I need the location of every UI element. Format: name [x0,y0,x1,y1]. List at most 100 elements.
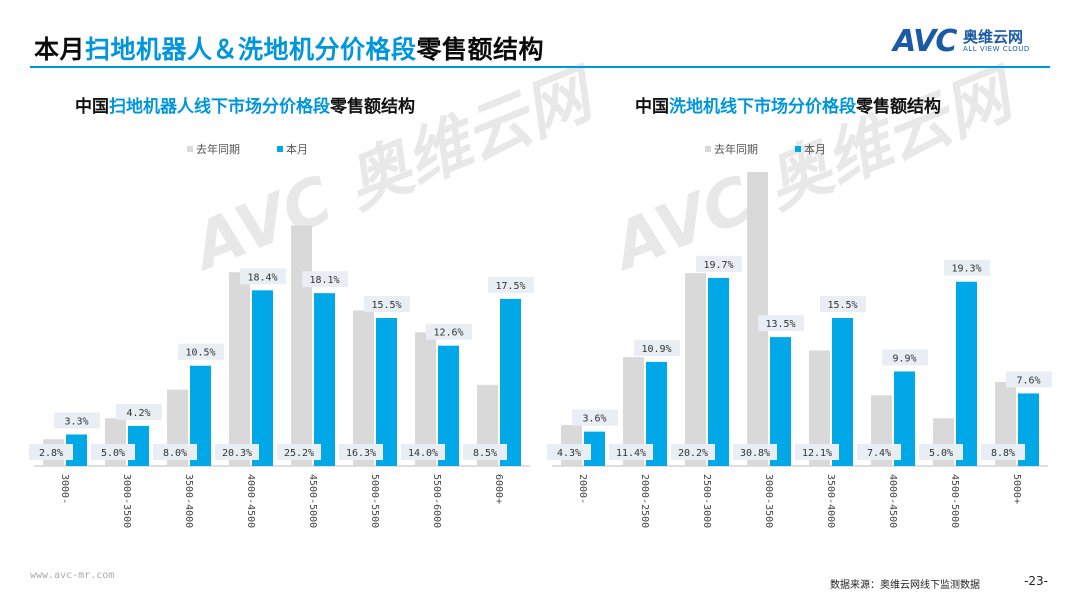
bar-current-month [438,345,459,466]
data-label-bg-current [116,403,162,420]
x-tick-label: 4000-4500 [887,474,898,528]
website-url: www.avc-mr.com [30,570,115,581]
bar-prev-year [229,272,250,466]
data-label-bg-current [1006,371,1052,388]
data-label-current: 10.5% [185,348,215,359]
data-label-current: 18.4% [247,272,277,283]
legend-label-current: 本月 [804,142,826,156]
bar-current-month [500,298,521,466]
data-label-current: 19.3% [951,264,981,275]
data-label-current: 10.9% [641,344,671,355]
data-label-prev: 25.2% [284,448,314,459]
bar-current-month [770,337,791,466]
x-tick-label: 4500-5000 [307,474,318,528]
x-tick-label: 3000-3500 [121,474,132,528]
logo-cn-text: 奥维云网 [963,28,1024,46]
data-label-bg-current [426,323,472,340]
x-tick-label: 3000- [59,474,70,504]
data-label-bg-current [696,255,742,272]
data-label-current: 7.6% [1016,375,1040,386]
data-label-prev: 8.0% [163,448,187,459]
bar-current-month [314,293,335,466]
data-label-current: 17.5% [495,281,525,292]
data-label-bg-prev [671,444,715,460]
data-label-current: 3.6% [582,414,606,425]
bar-current-month [832,318,853,466]
legend-swatch-current [795,146,801,152]
data-label-prev: 12.1% [802,448,832,459]
data-label-prev: 11.4% [616,448,646,459]
chart-title-left: 中国扫地机器人线下市场分价格段零售额结构 [75,97,415,117]
bar-prev-year [747,171,768,466]
data-label-bg-current [944,259,990,276]
data-label-prev: 5.0% [101,448,125,459]
bar-chart-floor-washer: 去年同期 本月 4.3% 3.6% 2000- 11.4% 10.9% 2000-2500 20… [547,142,1052,528]
data-label-bg-current [178,343,224,360]
x-tick-label: 2500-3000 [701,474,712,528]
chart-legend: 去年同期 本月 [187,142,308,156]
x-tick-label: 4000-4500 [245,474,256,528]
legend-label-prev: 去年同期 [714,142,758,156]
data-label-bg-prev [733,444,777,460]
data-label-bg-prev [29,444,73,460]
data-label-prev: 4.3% [557,448,581,459]
data-label-current: 13.5% [765,319,795,330]
legend-label-prev: 去年同期 [196,142,240,156]
data-label-prev: 5.0% [929,448,953,459]
x-tick-label: 5000-5500 [369,474,380,528]
data-label-bg-current [364,296,410,312]
bar-prev-year [809,350,830,466]
data-label-bg-current [240,268,286,285]
title-rule [30,66,1050,68]
legend-swatch-prev [705,146,711,152]
data-label-bg-prev [463,444,507,460]
data-label-prev: 2.8% [39,448,63,459]
x-tick-label: 3500-4000 [825,474,836,528]
data-label-prev: 30.8% [740,448,770,459]
x-tick-label: 6000+ [493,474,504,504]
data-label-prev: 14.0% [408,448,438,459]
data-label-current: 9.9% [892,353,916,364]
bar-prev-year [353,310,374,466]
logo-en-text: ALL VIEW CLOUD [963,45,1030,53]
data-label-current: 3.3% [64,416,88,427]
data-label-bg-current [488,276,534,293]
data-label-bg-prev [277,444,321,460]
legend-swatch-current [277,146,283,152]
bar-chart-robot-vacuum: 去年同期 本月 2.8% 3.3% 3000- 5.0% 4.2% 3000-3500 8.0%… [29,142,534,528]
x-tick-label: 2000- [577,474,588,504]
data-label-bg-prev [609,444,653,460]
bar-current-month [894,371,915,466]
data-label-bg-prev [91,444,135,460]
data-label-current: 15.5% [827,300,857,311]
data-label-bg-current [54,412,100,429]
page-number: -23- [1024,574,1048,588]
data-label-bg-current [302,271,348,288]
x-tick-label: 5500-6000 [431,474,442,528]
data-label-current: 12.6% [433,328,463,339]
bar-current-month [956,281,977,466]
x-tick-label: 4500-5000 [949,474,960,528]
legend-swatch-prev [187,146,193,152]
x-tick-label: 3000-3500 [763,474,774,528]
data-label-bg-prev [981,444,1025,460]
data-label-bg-current [882,349,928,366]
data-label-bg-prev [215,444,259,460]
data-label-bg-current [572,409,618,426]
data-label-current: 4.2% [126,408,150,419]
data-label-bg-prev [795,444,839,460]
bar-current-month [252,290,273,466]
data-source: 数据来源：奥维云网线下监测数据 [830,580,980,591]
bar-prev-year [685,273,706,466]
data-label-current: 18.1% [309,275,339,286]
data-label-bg-prev [547,444,591,460]
page-title: 本月扫地机器人＆洗地机分价格段零售额结构 [34,35,545,64]
data-label-bg-prev [401,444,445,460]
bar-prev-year [623,357,644,466]
chart-legend: 去年同期 本月 [705,142,826,156]
data-label-prev: 8.5% [473,448,497,459]
bar-current-month [190,365,211,466]
x-tick-label: 5000+ [1011,474,1022,504]
x-tick-label: 2000-2500 [639,474,650,528]
bar-current-month [708,277,729,466]
